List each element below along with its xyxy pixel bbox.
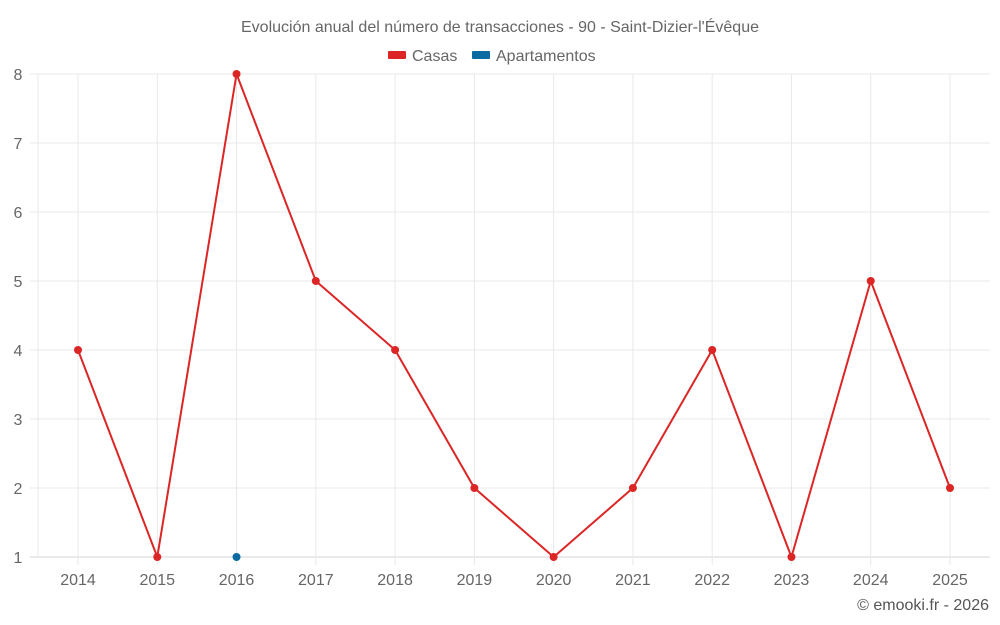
data-point[interactable] — [549, 553, 558, 561]
x-tick-label: 2017 — [298, 572, 334, 589]
data-point[interactable] — [74, 346, 82, 354]
data-point[interactable] — [470, 484, 479, 492]
y-tick-label: 2 — [14, 481, 23, 498]
grid — [30, 73, 990, 565]
x-tick-label: 2021 — [615, 572, 651, 589]
x-tick-label: 2024 — [853, 572, 889, 589]
data-point[interactable] — [866, 277, 875, 285]
x-tick-label: 2015 — [139, 572, 175, 589]
credit-text: © emooki.fr - 2026 — [857, 597, 989, 614]
data-point[interactable] — [391, 346, 400, 354]
y-tick-label: 6 — [14, 205, 23, 222]
data-point[interactable] — [232, 553, 241, 561]
x-tick-label: 2016 — [219, 572, 255, 589]
y-tick-label: 1 — [14, 550, 23, 567]
data-point[interactable] — [708, 346, 717, 354]
x-tick-label: 2020 — [536, 572, 572, 589]
legend-swatch — [388, 51, 406, 59]
x-tick-label: 2019 — [457, 572, 493, 589]
legend-item-casas[interactable]: Casas — [388, 48, 457, 65]
y-tick-label: 7 — [14, 136, 23, 153]
legend-label: Apartamentos — [496, 48, 596, 65]
series-line — [77, 73, 951, 558]
y-tick-label: 8 — [14, 67, 23, 84]
x-tick-label: 2023 — [774, 572, 810, 589]
data-point[interactable] — [311, 277, 320, 285]
x-tick-label: 2014 — [60, 572, 96, 589]
data-point[interactable] — [232, 70, 241, 78]
legend-item-apartamentos[interactable]: Apartamentos — [472, 48, 596, 65]
legend-swatch — [472, 51, 490, 59]
y-axis: 1 2 3 4 5 6 7 8 — [14, 67, 23, 567]
chart-title: Evolución anual del número de transaccio… — [241, 17, 759, 36]
data-point[interactable] — [787, 553, 796, 561]
series-casas — [74, 70, 954, 561]
legend-label: Casas — [412, 48, 457, 65]
series-layer — [74, 70, 954, 561]
legend: Casas Apartamentos — [388, 48, 596, 65]
x-tick-label: 2022 — [694, 572, 730, 589]
y-tick-label: 5 — [14, 274, 23, 291]
series-apartamentos — [232, 553, 241, 561]
data-point[interactable] — [153, 553, 162, 561]
x-tick-label: 2025 — [932, 572, 968, 589]
x-axis: 2014 2015 2016 2017 2018 2019 2020 2021 2022 2023… — [60, 572, 968, 589]
x-tick-label: 2018 — [377, 572, 413, 589]
data-point[interactable] — [946, 484, 954, 492]
y-tick-label: 4 — [14, 343, 23, 360]
data-point[interactable] — [628, 484, 637, 492]
y-tick-label: 3 — [14, 412, 23, 429]
